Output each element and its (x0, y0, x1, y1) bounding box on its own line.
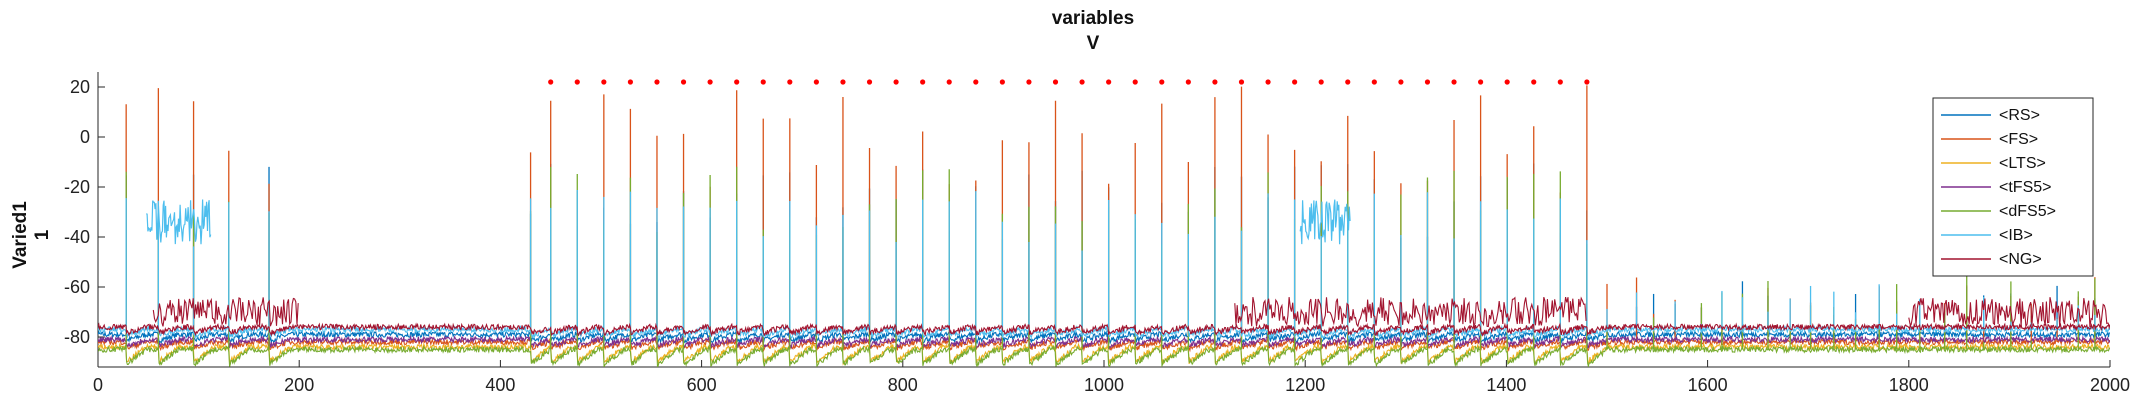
legend-entry: <NG> (1999, 251, 2042, 268)
y-axis-label: Varied1 (10, 201, 31, 269)
x-tick-label: 0 (93, 375, 103, 395)
stimulus-marker (1451, 79, 1457, 85)
series-ib (98, 189, 2110, 340)
series-line (98, 337, 2110, 353)
noise-segment (152, 297, 299, 327)
stimulus-marker (1371, 79, 1377, 85)
stimulus-marker (760, 79, 766, 85)
stimulus-marker (601, 79, 607, 85)
series-tfs5 (98, 334, 2110, 350)
stimulus-marker (866, 79, 873, 85)
y-tick-label: -60 (64, 277, 90, 297)
stimulus-marker (627, 79, 634, 85)
chart-subtitle: V (1087, 33, 1100, 54)
legend-entry: <RS> (1999, 107, 2040, 124)
stimulus-marker (734, 79, 740, 85)
legend-entry: <LTS> (1999, 155, 2046, 172)
x-tick-label: 2000 (2090, 375, 2130, 395)
stimulus-marker (840, 79, 846, 85)
x-tick-label: 1400 (1486, 375, 1526, 395)
y-tick-label: -40 (64, 227, 90, 247)
series-rs (98, 163, 2110, 345)
series-fs (98, 85, 2110, 353)
burst-segment (146, 199, 212, 245)
noise-segment (1908, 297, 2110, 329)
legend: <RS> <FS> <LTS> <tFS5> <dFS5> <IB> <NG> (1932, 97, 2094, 277)
x-tick-label: 1800 (1889, 375, 1929, 395)
y-axis-label-line2: 1 (32, 229, 53, 240)
series-line (98, 344, 2110, 367)
stimulus-marker (1584, 79, 1590, 85)
burst-segment (1299, 199, 1351, 245)
series-group (98, 85, 2110, 367)
stimulus-marker (548, 79, 554, 85)
stimulus-marker (1052, 79, 1059, 85)
stimulus-marker (707, 79, 713, 85)
chart-title: variables (1052, 8, 1134, 29)
x-tick-label: 1600 (1688, 375, 1728, 395)
plot-area: 0 200 400 600 800 1000 1200 1400 1600 1800 2000200… (64, 72, 2130, 395)
legend-entry: <FS> (1999, 131, 2038, 148)
stimulus-marker (920, 79, 926, 85)
series-line (98, 329, 2110, 345)
x-tick-label: 1200 (1285, 375, 1325, 395)
stimulus-marker (787, 79, 793, 85)
stimulus-marker (1504, 79, 1510, 85)
series-line (98, 334, 2110, 350)
stimulus-marker (1212, 79, 1218, 85)
stimulus-marker (946, 79, 952, 85)
x-tick-label: 200 (284, 375, 314, 395)
stimulus-marker (1345, 79, 1351, 85)
stimulus-marker (1265, 79, 1271, 85)
x-tick-label: 1000 (1084, 375, 1124, 395)
stimulus-marker (680, 79, 687, 85)
stimulus-marker (1185, 79, 1191, 85)
series-ng (98, 296, 2110, 338)
stimulus-marker (1238, 79, 1245, 85)
stimulus-marker (1026, 79, 1032, 85)
stimulus-marker (893, 79, 899, 85)
stimulus-marker (1424, 79, 1431, 85)
y-tick-label: 20 (70, 77, 90, 97)
stimulus-marker (1132, 79, 1138, 85)
stimulus-marker (1478, 79, 1484, 85)
stimulus-marker (1398, 79, 1404, 85)
stimulus-marker (1106, 79, 1112, 85)
stimulus-marker (1159, 79, 1165, 85)
y-tick-label: 0 (80, 127, 90, 147)
stimulus-marker (1557, 79, 1563, 85)
stimulus-marker (1318, 79, 1324, 85)
series-line (98, 322, 2110, 338)
x-tick-label: 800 (888, 375, 918, 395)
legend-entry: <dFS5> (1999, 203, 2056, 220)
legend-entry: <IB> (1999, 227, 2033, 244)
stimulus-marker (1531, 79, 1537, 85)
y-tick-label: -80 (64, 327, 90, 347)
stimulus-marker (1292, 79, 1298, 85)
x-tick-label: 600 (687, 375, 717, 395)
stimulus-marker (1079, 79, 1085, 85)
legend-entry: <tFS5> (1999, 179, 2051, 196)
stimulus-marker (973, 79, 979, 85)
x-tick-label: 400 (485, 375, 515, 395)
stimulus-marker (654, 79, 660, 85)
y-tick-label: -20 (64, 177, 90, 197)
noise-segment (1234, 296, 1587, 328)
stimulus-marker (574, 79, 580, 85)
stimulus-marker (999, 79, 1005, 85)
stimulus-marker (813, 79, 819, 85)
